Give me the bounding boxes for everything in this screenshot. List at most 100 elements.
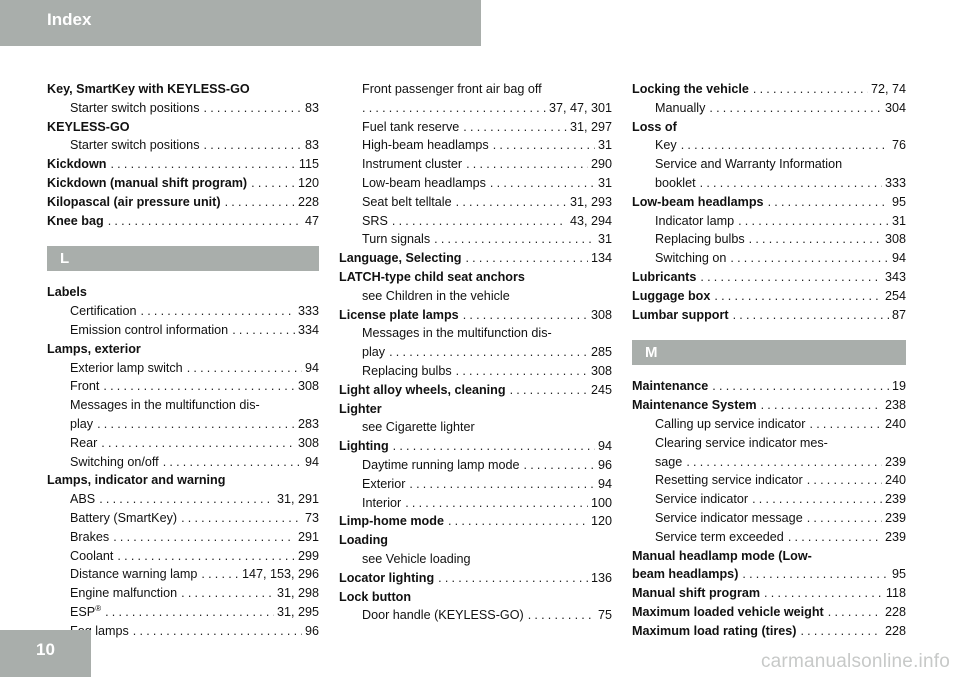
term-label: License plate lamps [339,307,459,322]
leader-dots [204,99,302,118]
index-subentry: Front passenger front air bag off [339,80,612,99]
index-subentry: ESP® 31, 295 [47,603,319,622]
index-subentry: Battery (SmartKey) 73 [47,509,319,528]
leader-dots [163,453,302,472]
leader-dots [749,230,882,249]
term-label: Loss of [632,119,677,134]
page-ref: 43, 294 [569,213,612,228]
page-ref: 333 [884,175,906,190]
leader-dots [232,321,295,340]
page-ref: 239 [884,529,906,544]
subentry-label: Front [70,379,100,394]
page-ref: 228 [884,623,906,638]
term-label: Manual shift program [632,586,761,601]
index-term: Lighter [339,400,612,419]
index-term: Loss of [632,118,906,137]
leader-dots [463,306,588,325]
subentry-label: Daytime running lamp mode [362,457,520,472]
index-subentry: Front 308 [47,377,319,396]
subentry-label: Door handle (KEYLESS-GO) [362,608,524,623]
index-subentry: Turn signals 31 [339,230,612,249]
page-ref: 299 [297,548,319,563]
leader-dots [456,193,567,212]
index-term: Limp-home mode 120 [339,512,612,531]
index-subentry: Key 76 [632,136,906,155]
subentry-label: Switching on [655,251,727,266]
subentry-label: Service indicator [655,492,749,507]
term-label: Kilopascal (air pressure unit) [47,194,221,209]
index-subentry: Interior 100 [339,494,612,513]
subentry-label: Fuel tank reserve [362,119,460,134]
page-ref: 31 [597,232,612,247]
leader-dots [409,475,595,494]
leader-dots [103,377,295,396]
page-ref: 239 [884,454,906,469]
page-ref: 31, 293 [569,194,612,209]
term-label: Light alloy wheels, cleaning [339,382,506,397]
page-ref: 308 [297,379,319,394]
term-label: Loading [339,533,388,548]
page-ref: 31 [597,138,612,153]
index-subentry: sage 239 [632,453,906,472]
index-term: KEYLESS-GO [47,118,319,137]
leader-dots [204,136,302,155]
term-label: Language, Selecting [339,251,462,266]
leader-dots [810,415,882,434]
leader-dots [700,174,882,193]
page-ref: 94 [304,454,319,469]
page-ref: 240 [884,473,906,488]
index-subentry: Daytime running lamp mode 96 [339,456,612,475]
leader-dots [466,155,588,174]
index-term: Lumbar support 87 [632,306,906,325]
subentry-label: High-beam headlamps [362,138,489,153]
leader-dots [807,471,882,490]
leader-dots [251,174,295,193]
leader-dots [133,622,302,641]
index-subentry: Exterior 94 [339,475,612,494]
index-column-3: Locking the vehicle 72, 74 Manually 304 Lo… [632,80,906,641]
index-subentry: High-beam headlamps 31 [339,136,612,155]
index-term: beam headlamps) 95 [632,565,906,584]
header-bar: Index [0,0,481,46]
leader-dots [490,174,595,193]
page-ref: 47 [304,213,319,228]
index-subentry: Seat belt telltale 31, 293 [339,193,612,212]
index-subentry: Indicator lamp 31 [632,212,906,231]
page-ref: 343 [884,269,906,284]
index-term: Kickdown 115 [47,155,319,174]
subentry-label: sage [655,454,683,469]
page-ref: 94 [891,251,906,266]
subentry-label: Front passenger front air bag off [362,82,542,96]
subentry-label: play [362,345,386,360]
subentry-text: ESP [70,604,96,619]
index-term: LATCH-type child seat anchors [339,268,612,287]
page-ref: 308 [590,307,612,322]
page-ref: 290 [590,157,612,172]
index-subentry: Service term exceeded 239 [632,528,906,547]
page-ref: 120 [297,175,319,190]
index-subentry: Switching on/off 94 [47,453,319,472]
index-subentry: see Vehicle loading [339,550,612,569]
leader-dots [730,249,889,268]
index-subentry: ABS 31, 291 [47,490,319,509]
leader-dots [788,528,882,547]
index-subentry: Messages in the multifunction dis- [47,396,319,415]
subentry-label: Exterior [362,476,406,491]
subentry-label: Seat belt telltale [362,194,452,209]
subentry-label: Engine malfunction [70,586,178,601]
leader-dots [187,359,302,378]
page-ref: 100 [590,495,612,510]
index-term: Light alloy wheels, cleaning 245 [339,381,612,400]
index-subentry: Rear 308 [47,434,319,453]
term-label: Manual headlamp mode (Low- [632,548,812,563]
leader-dots [225,193,295,212]
index-term: License plate lamps 308 [339,306,612,325]
page-ref: 228 [297,194,319,209]
subentry-label: SRS [362,213,388,228]
subentry-label: Messages in the multifunction dis- [70,398,260,413]
leader-dots [448,512,588,531]
index-subentry: Replacing bulbs 308 [339,362,612,381]
index-subentry: Resetting service indicator 240 [632,471,906,490]
page-ref: 245 [590,382,612,397]
page-ref: 94 [304,360,319,375]
